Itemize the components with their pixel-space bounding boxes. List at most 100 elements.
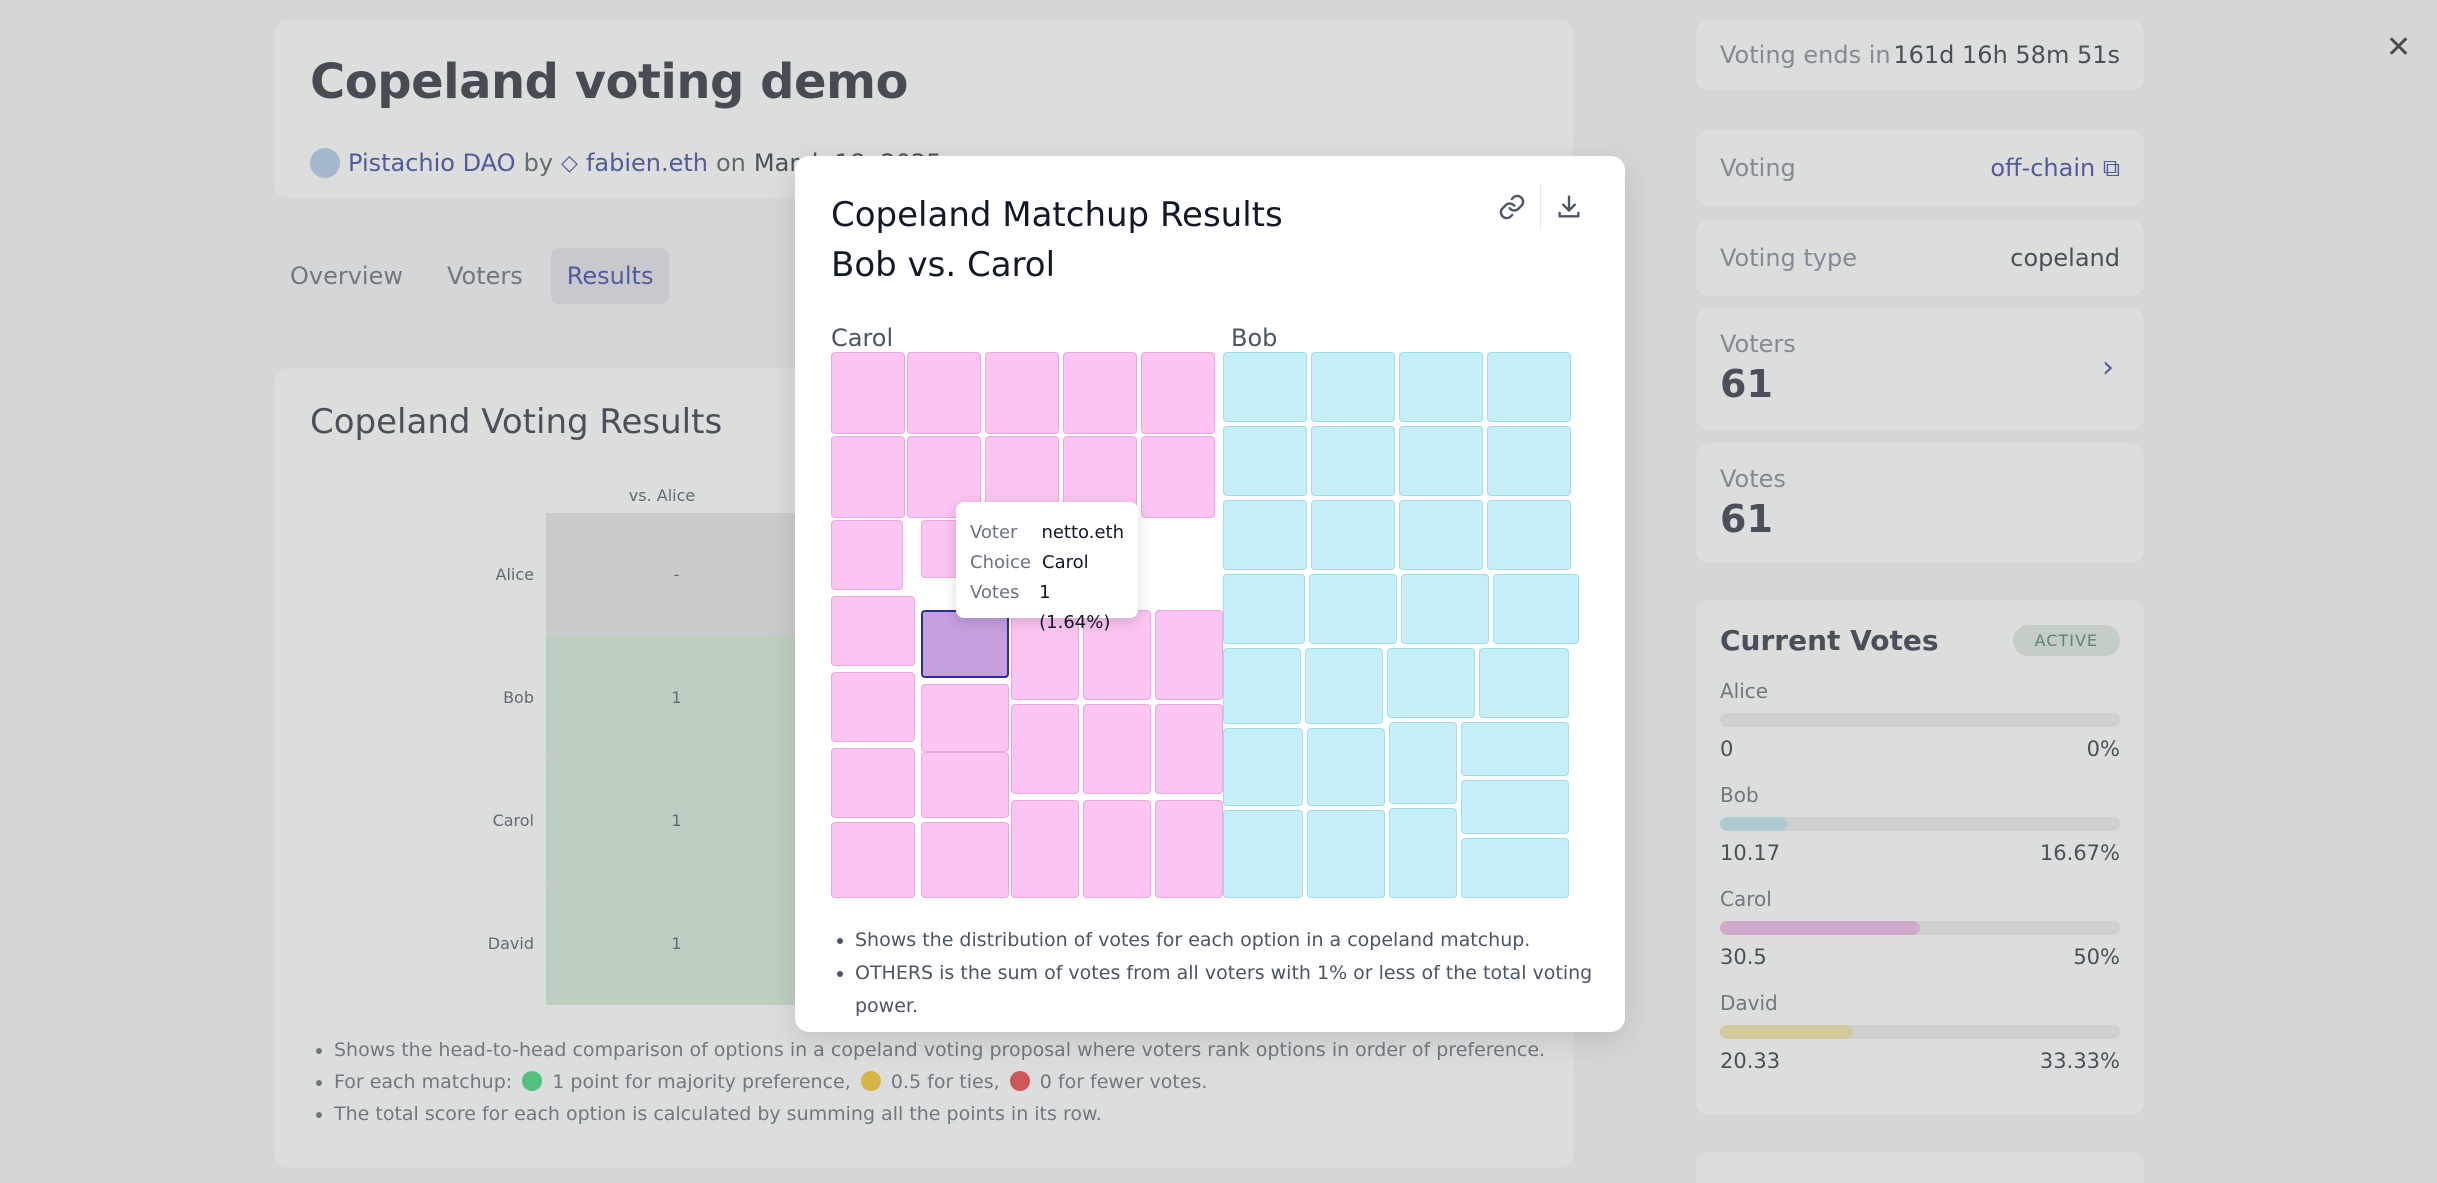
- bob-voter-tile[interactable]: [1389, 808, 1457, 898]
- bob-voter-tile[interactable]: [1399, 500, 1483, 570]
- matrix-cell[interactable]: 1: [546, 636, 808, 759]
- bob-voter-tile[interactable]: [1311, 426, 1395, 496]
- candidate-result: Carol 30.5 50%: [1720, 887, 2120, 969]
- carol-voter-tile[interactable]: [1141, 436, 1215, 518]
- carol-voter-tile[interactable]: [831, 352, 905, 434]
- carol-voter-tile[interactable]: [921, 684, 1009, 752]
- carol-voter-tile[interactable]: [1155, 800, 1223, 898]
- bob-voter-tile[interactable]: [1461, 722, 1569, 776]
- carol-voter-tile[interactable]: [1011, 800, 1079, 898]
- bob-voter-tile[interactable]: [1479, 648, 1569, 718]
- carol-voter-tile[interactable]: [831, 596, 915, 666]
- space-link[interactable]: Pistachio DAO: [348, 149, 516, 177]
- bob-voter-tile[interactable]: [1309, 574, 1397, 644]
- carol-voter-tile[interactable]: [1083, 704, 1151, 794]
- bob-voter-tile[interactable]: [1223, 352, 1307, 422]
- votes-stat-card: Votes 61: [1696, 443, 2144, 563]
- carol-voter-tile[interactable]: [1011, 610, 1079, 700]
- bob-voter-tile[interactable]: [1223, 574, 1305, 644]
- tab-voters[interactable]: Voters: [447, 262, 523, 290]
- treemap-tooltip: Voter netto.eth Choice Carol Votes 1 (1.64%…: [956, 502, 1138, 633]
- carol-voter-tile[interactable]: [1063, 352, 1137, 434]
- candidate-progress-bar: [1720, 921, 2120, 935]
- close-icon[interactable]: ✕: [2386, 30, 2412, 65]
- bob-voter-tile[interactable]: [1311, 500, 1395, 570]
- bob-voter-tile[interactable]: [1223, 648, 1301, 724]
- tooltip-votes-label: Votes: [970, 582, 1020, 603]
- carol-voter-tile[interactable]: [1083, 610, 1151, 700]
- bob-voter-tile[interactable]: [1461, 780, 1569, 834]
- carol-voter-tile[interactable]: [831, 748, 915, 818]
- bob-voter-tile[interactable]: [1389, 722, 1457, 804]
- bob-voter-tile[interactable]: [1487, 352, 1571, 422]
- candidate-result: Alice 0 0%: [1720, 679, 2120, 761]
- off-chain-link[interactable]: off-chain ⧉: [1990, 154, 2120, 182]
- carol-voter-tile[interactable]: [1155, 610, 1223, 700]
- candidate-score: 10.17: [1720, 841, 1781, 865]
- download-icon[interactable]: [1541, 184, 1597, 230]
- selected-voter-tile[interactable]: [921, 610, 1009, 678]
- matrix-column-header: vs. Alice: [628, 486, 696, 505]
- author-link[interactable]: fabien.eth: [585, 149, 708, 177]
- external-link-icon: ⧉: [2102, 154, 2120, 182]
- results-title: Copeland Voting Results: [310, 402, 723, 442]
- carol-voter-tile[interactable]: [907, 352, 981, 434]
- candidate-name: Alice: [1720, 679, 1769, 703]
- voters-stat-card[interactable]: Voters 61 ›: [1696, 308, 2144, 430]
- carol-voter-tile[interactable]: [1155, 704, 1223, 794]
- bob-voter-tile[interactable]: [1311, 352, 1395, 422]
- candidate-progress-bar: [1720, 1025, 2120, 1039]
- bob-voter-tile[interactable]: [1223, 728, 1303, 806]
- carol-voter-tile[interactable]: [831, 822, 915, 898]
- carol-voter-tile[interactable]: [831, 436, 905, 518]
- bob-voter-tile[interactable]: [1223, 810, 1303, 898]
- carol-voter-tile[interactable]: [921, 752, 1009, 818]
- space-avatar: [310, 148, 340, 178]
- tab-results[interactable]: Results: [550, 248, 670, 304]
- chevron-right-icon[interactable]: ›: [2102, 350, 2114, 385]
- carol-voter-tile[interactable]: [831, 520, 903, 590]
- voting-type-value: copeland: [2010, 244, 2120, 272]
- matrix-cell[interactable]: 1: [546, 759, 808, 882]
- tab-overview[interactable]: Overview: [290, 262, 403, 290]
- carol-voter-tile[interactable]: [1141, 352, 1215, 434]
- bob-voter-tile[interactable]: [1305, 648, 1383, 724]
- bob-voter-tile[interactable]: [1223, 500, 1307, 570]
- matrix-cell[interactable]: 1: [546, 882, 808, 1005]
- modal-note: Shows the distribution of votes for each…: [855, 924, 1625, 957]
- bob-voter-tile[interactable]: [1487, 500, 1571, 570]
- carol-voter-tile[interactable]: [985, 352, 1059, 434]
- candidate-percent: 50%: [2073, 945, 2120, 969]
- candidate-progress-fill: [1720, 1025, 1854, 1039]
- bob-voter-tile[interactable]: [1307, 810, 1385, 898]
- red-dot-icon: [1009, 1071, 1030, 1091]
- bob-voter-tile[interactable]: [1401, 574, 1489, 644]
- results-note-scoring: For each matchup: 1 point for majority p…: [334, 1066, 1545, 1098]
- bob-voter-tile[interactable]: [1223, 426, 1307, 496]
- bob-voter-tile[interactable]: [1307, 728, 1385, 806]
- bob-voter-tile[interactable]: [1493, 574, 1579, 644]
- candidate-score: 0: [1720, 737, 1734, 761]
- voting-ends-countdown: 161d 16h 58m 51s: [1893, 41, 2120, 69]
- more-card: [1696, 1152, 2144, 1183]
- candidate-progress-fill: [1720, 817, 1787, 831]
- carol-voter-tile[interactable]: [1011, 704, 1079, 794]
- candidate-progress-fill: [1720, 921, 1920, 935]
- bob-voter-tile[interactable]: [1399, 352, 1483, 422]
- voting-type-label: Voting type: [1720, 244, 1858, 272]
- carol-voter-tile[interactable]: [1083, 800, 1151, 898]
- candidate-percent: 0%: [2086, 737, 2120, 761]
- bob-voter-tile[interactable]: [1487, 426, 1571, 496]
- tooltip-choice-label: Choice: [970, 552, 1031, 573]
- bob-voter-tile[interactable]: [1461, 838, 1569, 898]
- bob-voter-tile[interactable]: [1387, 648, 1475, 718]
- bob-voter-tile[interactable]: [1399, 426, 1483, 496]
- candidate-progress-bar: [1720, 817, 2120, 831]
- matrix-cell[interactable]: -: [546, 513, 808, 636]
- current-votes-title: Current Votes: [1720, 624, 1939, 657]
- voting-type-card: Voting type copeland: [1696, 220, 2144, 296]
- results-note: Shows the head-to-head comparison of opt…: [334, 1034, 1545, 1066]
- link-icon[interactable]: [1484, 184, 1540, 230]
- carol-voter-tile[interactable]: [921, 822, 1009, 898]
- carol-voter-tile[interactable]: [831, 672, 915, 742]
